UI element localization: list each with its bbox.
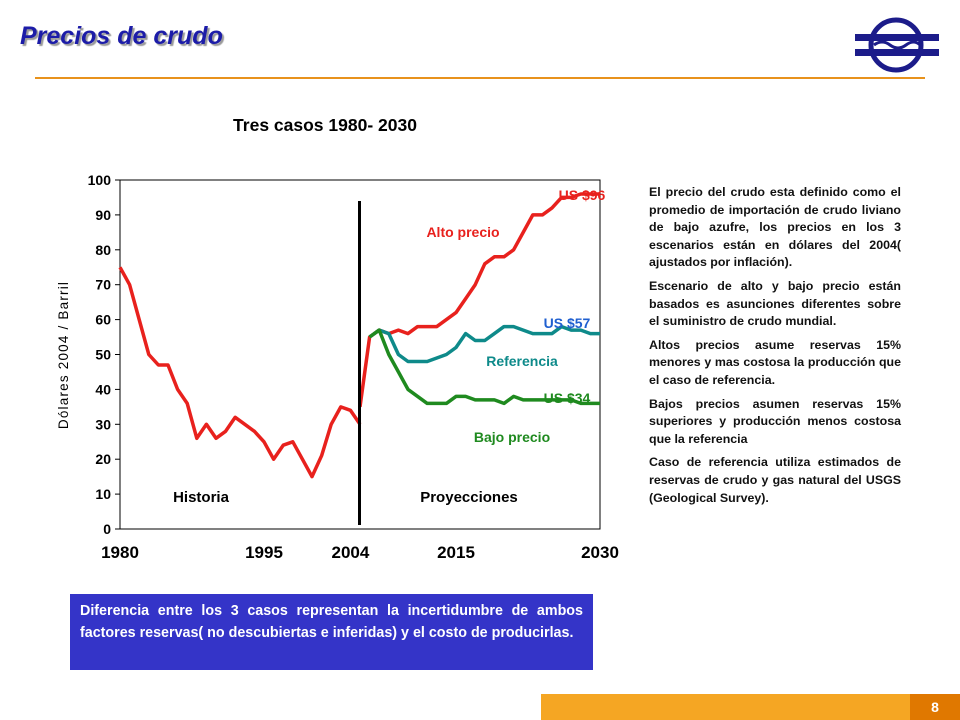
page-title: Precios de crudo xyxy=(20,22,223,50)
label-bajo-precio: Bajo precio xyxy=(474,429,550,445)
y-tick-label: 70 xyxy=(95,277,111,293)
description-panel: El precio del crudo esta definido como e… xyxy=(649,184,901,513)
series-line-bajo-precio xyxy=(368,328,600,406)
series-line-historia xyxy=(118,266,362,479)
footer-bar xyxy=(541,694,960,720)
x-tick-label: 2030 xyxy=(581,543,619,562)
y-tick-label: 40 xyxy=(95,381,111,397)
y-tick-label: 20 xyxy=(95,451,111,467)
y-tick-label: 10 xyxy=(95,486,111,502)
x-tick-label: 1995 xyxy=(245,543,283,562)
y-tick-label: 0 xyxy=(103,521,111,537)
chart-title: Tres casos 1980- 2030 xyxy=(233,115,417,135)
x-tick-label: 1980 xyxy=(101,543,139,562)
series-layer xyxy=(118,192,600,479)
description-paragraph: Caso de referencia utiliza estimados de … xyxy=(649,455,901,505)
end-value-referencia: US $57 xyxy=(544,315,591,331)
description-paragraph: Escenario de alto y bajo precio están ba… xyxy=(649,278,901,329)
company-logo xyxy=(855,17,939,73)
title-divider xyxy=(35,77,925,79)
description-paragraph: Altos precios asume reservas 15% menores… xyxy=(649,337,901,387)
y-axis-label: Dólares 2004 / Barril xyxy=(56,281,71,429)
note-box: Diferencia entre los 3 casos representan… xyxy=(70,594,593,670)
series-line-referencia xyxy=(368,324,600,364)
region-label-history: Historia xyxy=(173,489,230,506)
y-tick-label: 30 xyxy=(95,416,111,432)
region-label-projection: Proyecciones xyxy=(420,489,518,506)
y-tick-label: 60 xyxy=(95,312,111,328)
description-paragraph: Bajos precios asumen reservas 15% superi… xyxy=(649,396,901,446)
end-value-bajo: US $34 xyxy=(544,390,591,406)
y-tick-label: 80 xyxy=(95,242,111,258)
y-tick-label: 100 xyxy=(88,172,112,188)
x-tick-label: 2004 xyxy=(331,543,369,562)
series-line-alto-precio xyxy=(358,192,600,408)
label-alto-precio: Alto precio xyxy=(426,224,499,240)
y-tick-label: 90 xyxy=(95,207,111,223)
x-tick-label: 2015 xyxy=(437,543,475,562)
label-referencia: Referencia xyxy=(486,353,558,369)
oil-price-chart: Tres casos 1980- 2030 Dólares 2004 / Bar… xyxy=(56,115,619,562)
x-axis: 1980 1995 2004 2015 2030 xyxy=(101,543,619,562)
end-value-alto: US $96 xyxy=(559,187,606,203)
page-number: 8 xyxy=(910,694,960,720)
y-tick-label: 50 xyxy=(95,347,111,363)
description-paragraph: El precio del crudo esta definido como e… xyxy=(649,185,901,270)
y-axis: 0 10 20 30 40 50 60 70 80 90 100 xyxy=(88,172,120,537)
